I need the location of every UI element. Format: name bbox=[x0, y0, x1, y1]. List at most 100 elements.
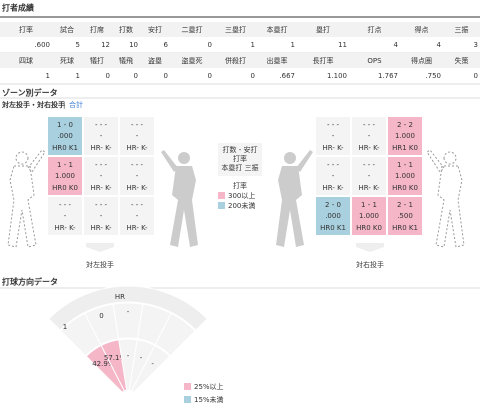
column-header: 犠打 bbox=[90, 56, 104, 65]
zone-hrk: HR- K- bbox=[359, 184, 380, 192]
zone-cell bbox=[387, 196, 423, 236]
cell-value: 4 bbox=[437, 41, 442, 49]
column-header: 本塁打 bbox=[267, 25, 288, 34]
cell-value: 1 bbox=[291, 41, 295, 49]
batter-figure bbox=[161, 150, 198, 247]
zone-avg: 1.000 bbox=[395, 132, 415, 140]
key-text: 打率 bbox=[233, 154, 247, 163]
zone-count: 2 - 1 bbox=[397, 201, 413, 209]
zone-hrk: HR- K- bbox=[91, 224, 112, 232]
header-row bbox=[0, 22, 480, 37]
cell-value: 4 bbox=[394, 41, 399, 49]
body bbox=[161, 150, 198, 247]
cell-value: 0 bbox=[251, 72, 255, 80]
batter-figure bbox=[7, 149, 46, 248]
zone-avg: - bbox=[136, 172, 139, 180]
zone-hrk: HR- K- bbox=[127, 184, 148, 192]
zone-avg: 1.000 bbox=[395, 172, 415, 180]
column-header: 失策 bbox=[455, 56, 469, 65]
zone-hrk: HR- K- bbox=[323, 144, 344, 152]
infield-value: 57.1% bbox=[104, 354, 127, 362]
zone-hrk: HR0 K0 bbox=[52, 184, 78, 192]
zone-avg: - bbox=[64, 212, 67, 220]
zone-count: 1 - 1 bbox=[57, 161, 73, 169]
head bbox=[178, 152, 190, 164]
tab[interactable]: 合計 bbox=[69, 100, 83, 109]
key-text: 打数 - 安打 bbox=[223, 145, 258, 154]
zone-avg: - bbox=[332, 132, 335, 140]
outfield-sector bbox=[154, 312, 196, 357]
zone-count: - - - bbox=[327, 121, 340, 129]
column-header: 犠飛 bbox=[119, 56, 133, 65]
zone-cell bbox=[83, 196, 119, 236]
cell-value: .667 bbox=[279, 72, 295, 80]
legend-label: 25%以上 bbox=[194, 382, 224, 391]
infield-value: - bbox=[127, 352, 130, 360]
zone-avg: - bbox=[368, 132, 371, 140]
zone-hrk: HR- K- bbox=[127, 144, 148, 152]
zone-count: - - - bbox=[59, 201, 72, 209]
zone-count: 1 - 0 bbox=[57, 121, 73, 129]
zone-avg: - bbox=[100, 172, 103, 180]
zone-cell bbox=[119, 196, 155, 236]
legend-swatch bbox=[184, 383, 191, 390]
zone-avg: - bbox=[368, 172, 371, 180]
zone-cell bbox=[83, 156, 119, 196]
cell-value: 0 bbox=[164, 72, 168, 80]
body bbox=[276, 150, 313, 247]
zone-cell bbox=[315, 156, 351, 196]
zone-hrk: HR0 K1 bbox=[392, 224, 418, 232]
column-header: 盗塁死 bbox=[182, 56, 203, 65]
batter-figure bbox=[426, 149, 465, 248]
zone-cell bbox=[47, 116, 83, 156]
zone-cell bbox=[119, 156, 155, 196]
zone-cell bbox=[387, 116, 423, 156]
column-header: 安打 bbox=[148, 25, 162, 34]
outfield-value: 0 bbox=[99, 312, 103, 320]
key-box bbox=[218, 143, 262, 176]
zone-label: 対左投手 bbox=[86, 260, 114, 269]
head bbox=[15, 151, 29, 165]
zone-hrk: HR- K- bbox=[359, 144, 380, 152]
column-header: 打率 bbox=[19, 25, 33, 34]
zone-hrk: HR- K- bbox=[127, 224, 148, 232]
zone-cell bbox=[47, 156, 83, 196]
infield-value: - bbox=[151, 360, 154, 368]
hr-band bbox=[48, 285, 208, 331]
column-header: 出塁率 bbox=[267, 56, 288, 65]
cell-value: 12 bbox=[101, 41, 110, 49]
zone-cell bbox=[119, 116, 155, 156]
column-header: 試合 bbox=[60, 25, 74, 34]
infield-value: - bbox=[140, 354, 143, 362]
cell-value: 6 bbox=[164, 41, 169, 49]
cell-value: 1.767 bbox=[378, 72, 398, 80]
body bbox=[7, 149, 46, 248]
legend-swatch bbox=[184, 396, 191, 403]
zone-avg: 1.000 bbox=[55, 172, 75, 180]
zone-avg: - bbox=[100, 212, 103, 220]
zone-hrk: HR0 K1 bbox=[320, 224, 346, 232]
zone-hrk: HR- K- bbox=[91, 144, 112, 152]
zone-cell bbox=[47, 196, 83, 236]
zone-avg: 1.000 bbox=[359, 212, 379, 220]
cell-value: .750 bbox=[425, 72, 441, 80]
zone-cell bbox=[351, 116, 387, 156]
head bbox=[443, 151, 457, 165]
cell-value: 3 bbox=[474, 41, 478, 49]
key-text: 本塁打 三振 bbox=[221, 163, 258, 172]
zone-avg: .500 bbox=[397, 212, 413, 220]
cell-value: 1 bbox=[46, 72, 50, 80]
tab[interactable]: 対左投手・対右投手 bbox=[1, 100, 65, 109]
cell-value: 11 bbox=[338, 41, 347, 49]
column-header: 三振 bbox=[455, 25, 469, 34]
zone-count: 1 - 1 bbox=[397, 161, 413, 169]
legend-label: 15%未満 bbox=[194, 395, 224, 404]
outfield-value: - bbox=[127, 308, 130, 316]
column-header: 四球 bbox=[19, 56, 33, 65]
column-header: 二塁打 bbox=[182, 25, 203, 34]
column-header: 併殺打 bbox=[225, 56, 246, 65]
column-header: 打数 bbox=[119, 25, 133, 34]
cell-value: 0 bbox=[208, 72, 212, 80]
legend-label: 300以上 bbox=[228, 191, 255, 200]
